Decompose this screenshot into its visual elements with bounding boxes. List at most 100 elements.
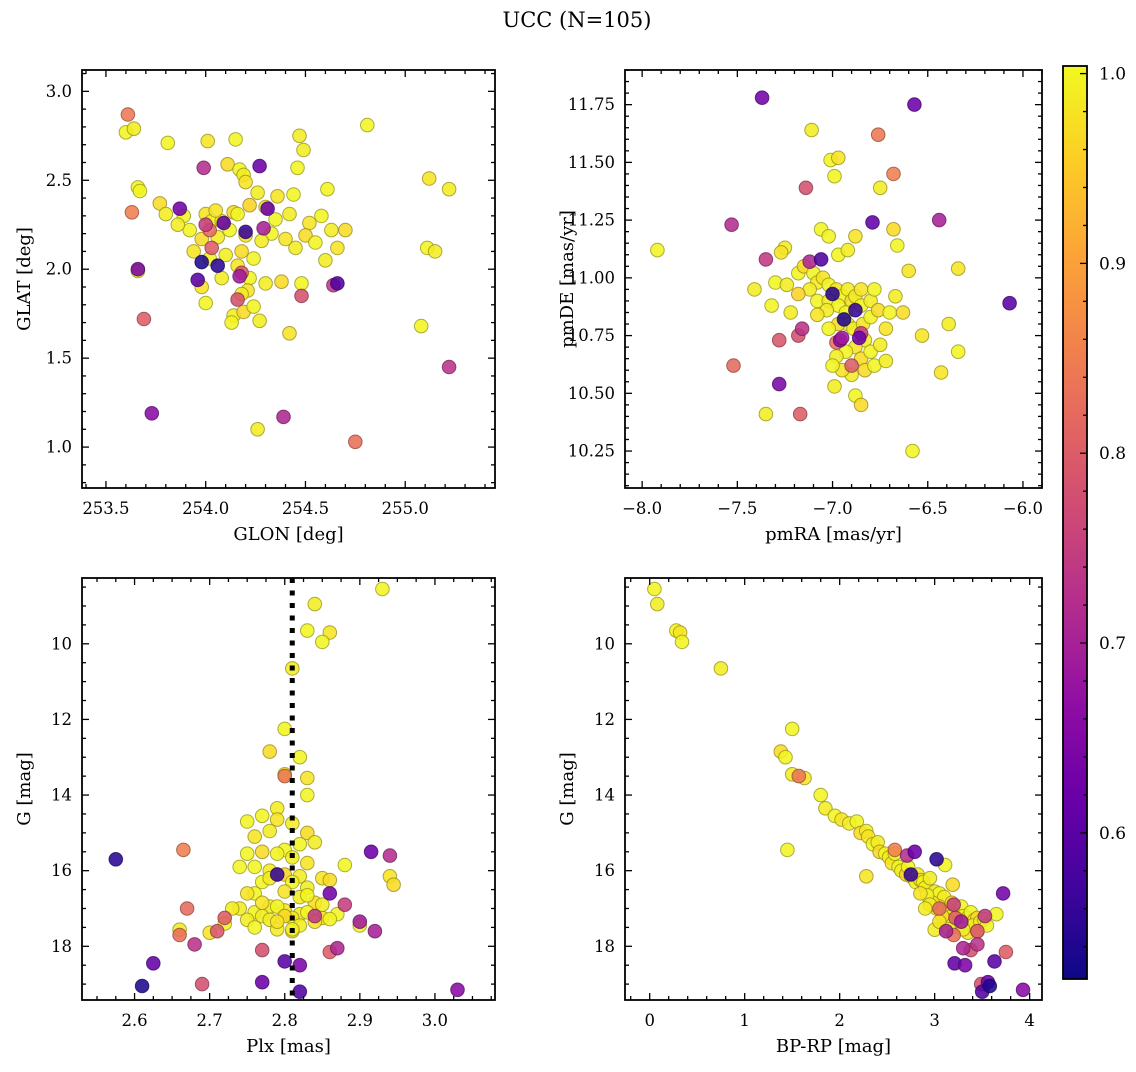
axis-ticks	[625, 69, 1043, 488]
data-point	[804, 122, 819, 138]
svg-text:254.5: 254.5	[282, 499, 329, 518]
data-point	[870, 127, 886, 142]
data-point	[780, 842, 795, 858]
data-point	[330, 940, 345, 956]
svg-text:12: 12	[51, 710, 72, 729]
data-point	[754, 90, 770, 105]
data-point	[268, 212, 283, 227]
data-point	[269, 812, 285, 827]
data-point	[946, 897, 962, 913]
svg-text:10: 10	[51, 634, 72, 653]
svg-text:0.9: 0.9	[1099, 254, 1126, 274]
svg-text:2.5: 2.5	[46, 171, 72, 190]
x-axis-label: pmRA [mas/yr]	[765, 524, 902, 545]
svg-text:−7.5: −7.5	[717, 499, 757, 518]
scatter-points	[650, 90, 1017, 459]
data-point	[254, 808, 270, 824]
axes-frame	[81, 69, 496, 489]
data-point	[144, 406, 160, 421]
data-point	[218, 247, 233, 263]
data-point	[269, 846, 285, 862]
svg-text:10.25: 10.25	[568, 442, 615, 461]
data-point	[320, 181, 335, 197]
data-point	[204, 240, 219, 256]
data-point	[246, 251, 261, 266]
data-point	[134, 978, 150, 994]
svg-text:0.8: 0.8	[1099, 444, 1126, 464]
data-point	[307, 835, 323, 850]
data-point	[851, 330, 867, 346]
svg-text:4: 4	[1024, 1011, 1035, 1030]
data-point	[292, 957, 308, 973]
data-point	[771, 376, 787, 392]
svg-text:18: 18	[51, 937, 72, 956]
svg-text:16: 16	[51, 861, 72, 880]
data-point	[914, 328, 930, 343]
colorbar-gradient	[1063, 66, 1087, 979]
figure-title: UCC (N=105)	[503, 8, 652, 32]
data-point	[887, 842, 903, 858]
data-point	[250, 422, 265, 437]
data-point	[239, 814, 255, 829]
data-point	[172, 201, 188, 216]
axis-ticks	[82, 70, 495, 488]
data-point	[931, 212, 947, 228]
svg-text:11.00: 11.00	[568, 268, 615, 287]
svg-text:2: 2	[834, 1011, 845, 1030]
svg-text:1.5: 1.5	[46, 349, 72, 368]
scatter-points	[118, 107, 457, 450]
data-point	[224, 315, 239, 330]
data-point	[322, 911, 338, 927]
data-point	[254, 895, 270, 911]
data-point	[290, 160, 305, 176]
scatter-points	[108, 581, 465, 1000]
y-axis-label: GLAT [deg]	[14, 227, 35, 331]
data-point	[778, 749, 793, 765]
data-point	[130, 261, 146, 277]
data-point	[274, 274, 289, 290]
svg-text:255.0: 255.0	[382, 499, 429, 518]
data-point	[228, 132, 243, 147]
data-point	[258, 276, 273, 291]
data-point	[286, 187, 301, 202]
data-point	[917, 901, 933, 916]
data-point	[300, 888, 315, 903]
axis-ticks	[625, 578, 1042, 1000]
data-point	[367, 923, 383, 939]
data-point	[825, 286, 840, 302]
tick-labels: −8.0 −7.5 −7.0 −6.5 −6.0 10.25 10.50 10.75 11.00…	[568, 95, 1043, 518]
data-point	[352, 914, 368, 930]
data-point	[172, 927, 187, 943]
panel-proper-motion: −8.0 −7.5 −7.0 −6.5 −6.0 10.25 10.50 10.75 11.00…	[557, 69, 1043, 545]
data-point	[450, 982, 465, 998]
svg-text:254.0: 254.0	[182, 499, 229, 518]
data-point	[903, 867, 919, 882]
data-point	[307, 596, 323, 612]
data-point	[878, 353, 894, 369]
svg-text:−6.5: −6.5	[908, 499, 948, 518]
data-point	[901, 263, 917, 279]
data-point	[277, 721, 293, 737]
data-point	[330, 276, 345, 291]
y-axis-label: G [mag]	[14, 752, 35, 825]
colorbar-ticks	[1080, 72, 1087, 948]
data-point	[160, 135, 176, 151]
data-point	[360, 117, 375, 133]
data-point	[198, 295, 213, 311]
svg-text:0.7: 0.7	[1099, 634, 1126, 654]
svg-text:16: 16	[594, 861, 615, 880]
data-point	[784, 721, 800, 737]
data-point	[292, 984, 308, 1000]
data-point	[427, 244, 443, 259]
data-point	[230, 292, 245, 307]
axis-ticks	[82, 578, 495, 1000]
data-point	[132, 183, 148, 199]
data-point	[941, 316, 957, 332]
data-point	[292, 749, 308, 765]
data-point	[208, 203, 223, 218]
data-point	[834, 330, 850, 346]
svg-text:2.8: 2.8	[272, 1011, 298, 1030]
